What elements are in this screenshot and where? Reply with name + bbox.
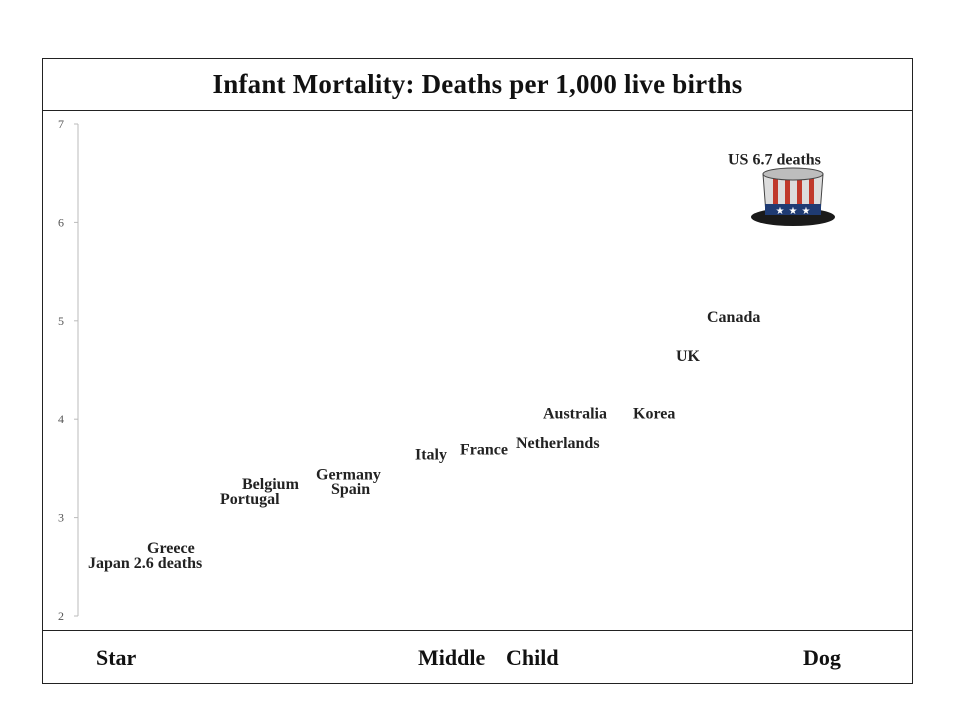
data-point-label: France [460,442,508,459]
data-point-label: UK [676,348,701,365]
svg-text:★: ★ [802,206,811,217]
data-point-label: US 6.7 deaths [728,151,821,168]
x-category-middle: Middle [418,645,486,670]
data-point-label: Korea [633,405,675,422]
svg-text:★: ★ [776,206,785,217]
chart-frame: Infant Mortality: Deaths per 1,000 live … [42,58,913,684]
y-tick-label: 4 [58,412,64,426]
title-bar: Infant Mortality: Deaths per 1,000 live … [43,59,912,111]
data-point-label: Greece [147,540,195,557]
data-point-label: Portugal [220,491,280,508]
y-tick-label: 6 [58,215,64,229]
data-point-label: Germany [316,466,381,483]
data-point-label: Italy [415,447,447,464]
data-point-label: Japan 2.6 deaths [88,555,202,572]
x-category-star: Star [96,645,137,670]
y-tick-label: 5 [58,314,64,328]
x-category-bar: Star Middle Child Dog [43,630,912,683]
data-point-label: Spain [331,481,370,498]
y-tick-label: 2 [58,609,64,623]
y-tick-label: 7 [58,117,64,131]
data-point-label: Australia [543,405,607,422]
data-point-label: Belgium [242,476,300,493]
x-category-dog: Dog [803,645,841,670]
data-point-label: Canada [707,309,760,326]
data-point-label: Netherlands [516,435,600,452]
uncle-sam-hat-icon: ★ ★ ★ [751,167,835,226]
y-tick-label: 3 [58,511,64,525]
svg-text:★: ★ [789,206,798,217]
chart-title: Infant Mortality: Deaths per 1,000 live … [212,69,743,99]
x-category-child: Child [506,645,559,670]
